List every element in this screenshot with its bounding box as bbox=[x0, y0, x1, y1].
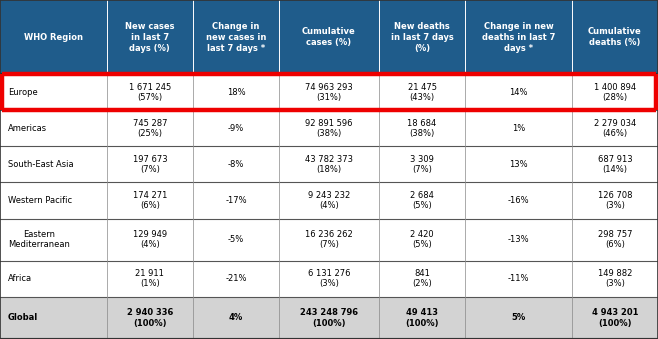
Text: 4%: 4% bbox=[229, 314, 243, 322]
Bar bbox=[0, 0, 107, 74]
Bar bbox=[0, 74, 658, 110]
Text: Africa: Africa bbox=[8, 274, 32, 283]
Text: 841
(2%): 841 (2%) bbox=[412, 269, 432, 288]
Text: -9%: -9% bbox=[228, 124, 244, 133]
Text: 49 413
(100%): 49 413 (100%) bbox=[405, 308, 439, 327]
Text: 745 287
(25%): 745 287 (25%) bbox=[133, 119, 167, 138]
Text: 74 963 293
(31%): 74 963 293 (31%) bbox=[305, 83, 353, 102]
Bar bbox=[0, 261, 658, 297]
Bar bbox=[465, 0, 572, 74]
Text: 149 882
(3%): 149 882 (3%) bbox=[597, 269, 632, 288]
Text: 2 684
(5%): 2 684 (5%) bbox=[410, 191, 434, 210]
Text: 298 757
(6%): 298 757 (6%) bbox=[597, 230, 632, 250]
Text: 687 913
(14%): 687 913 (14%) bbox=[597, 155, 632, 174]
Text: 174 271
(6%): 174 271 (6%) bbox=[133, 191, 167, 210]
Text: Change in
new cases in
last 7 days *: Change in new cases in last 7 days * bbox=[206, 21, 266, 53]
Bar bbox=[572, 0, 658, 74]
Text: -13%: -13% bbox=[508, 235, 529, 244]
Bar bbox=[0, 182, 658, 219]
Text: 126 708
(3%): 126 708 (3%) bbox=[597, 191, 632, 210]
Text: 4 943 201
(100%): 4 943 201 (100%) bbox=[592, 308, 638, 327]
Text: -11%: -11% bbox=[508, 274, 529, 283]
Text: 129 949
(4%): 129 949 (4%) bbox=[133, 230, 167, 250]
Text: 6 131 276
(3%): 6 131 276 (3%) bbox=[308, 269, 350, 288]
Text: 18 684
(38%): 18 684 (38%) bbox=[407, 119, 437, 138]
Text: 2 940 336
(100%): 2 940 336 (100%) bbox=[127, 308, 173, 327]
Text: Change in new
deaths in last 7
days *: Change in new deaths in last 7 days * bbox=[482, 21, 555, 53]
Text: -5%: -5% bbox=[228, 235, 244, 244]
Text: -8%: -8% bbox=[228, 160, 244, 169]
Text: 3 309
(7%): 3 309 (7%) bbox=[410, 155, 434, 174]
Bar bbox=[0, 219, 658, 261]
Text: 9 243 232
(4%): 9 243 232 (4%) bbox=[308, 191, 350, 210]
Text: 5%: 5% bbox=[511, 314, 526, 322]
Text: -16%: -16% bbox=[508, 196, 529, 205]
Text: South-East Asia: South-East Asia bbox=[8, 160, 74, 169]
Text: 13%: 13% bbox=[509, 160, 528, 169]
Text: New cases
in last 7
days (%): New cases in last 7 days (%) bbox=[125, 21, 174, 53]
Bar bbox=[0, 297, 658, 339]
Bar bbox=[0, 146, 658, 182]
Text: -21%: -21% bbox=[225, 274, 247, 283]
Text: New deaths
in last 7 days
(%): New deaths in last 7 days (%) bbox=[391, 21, 453, 53]
Text: 2 420
(5%): 2 420 (5%) bbox=[410, 230, 434, 250]
Text: Cumulative
cases (%): Cumulative cases (%) bbox=[302, 27, 356, 47]
Text: WHO Region: WHO Region bbox=[24, 33, 83, 42]
Text: 21 911
(1%): 21 911 (1%) bbox=[136, 269, 164, 288]
Text: Cumulative
deaths (%): Cumulative deaths (%) bbox=[588, 27, 642, 47]
Text: Western Pacific: Western Pacific bbox=[8, 196, 72, 205]
Text: 14%: 14% bbox=[509, 88, 528, 97]
Text: 1 671 245
(57%): 1 671 245 (57%) bbox=[129, 83, 171, 102]
Bar bbox=[379, 0, 465, 74]
Bar bbox=[193, 0, 279, 74]
Text: Americas: Americas bbox=[8, 124, 47, 133]
Text: 2 279 034
(46%): 2 279 034 (46%) bbox=[594, 119, 636, 138]
Text: 18%: 18% bbox=[226, 88, 245, 97]
Text: 243 248 796
(100%): 243 248 796 (100%) bbox=[300, 308, 358, 327]
Text: 43 782 373
(18%): 43 782 373 (18%) bbox=[305, 155, 353, 174]
Text: 92 891 596
(38%): 92 891 596 (38%) bbox=[305, 119, 353, 138]
Text: 1 400 894
(28%): 1 400 894 (28%) bbox=[594, 83, 636, 102]
Text: 197 673
(7%): 197 673 (7%) bbox=[132, 155, 167, 174]
Text: Eastern
Mediterranean: Eastern Mediterranean bbox=[8, 230, 70, 250]
Bar bbox=[107, 0, 193, 74]
Text: 21 475
(43%): 21 475 (43%) bbox=[407, 83, 436, 102]
Text: Global: Global bbox=[8, 314, 38, 322]
Bar bbox=[0, 110, 658, 146]
Text: 1%: 1% bbox=[512, 124, 525, 133]
Text: Europe: Europe bbox=[8, 88, 38, 97]
Text: -17%: -17% bbox=[225, 196, 247, 205]
Text: 16 236 262
(7%): 16 236 262 (7%) bbox=[305, 230, 353, 250]
Bar bbox=[279, 0, 379, 74]
